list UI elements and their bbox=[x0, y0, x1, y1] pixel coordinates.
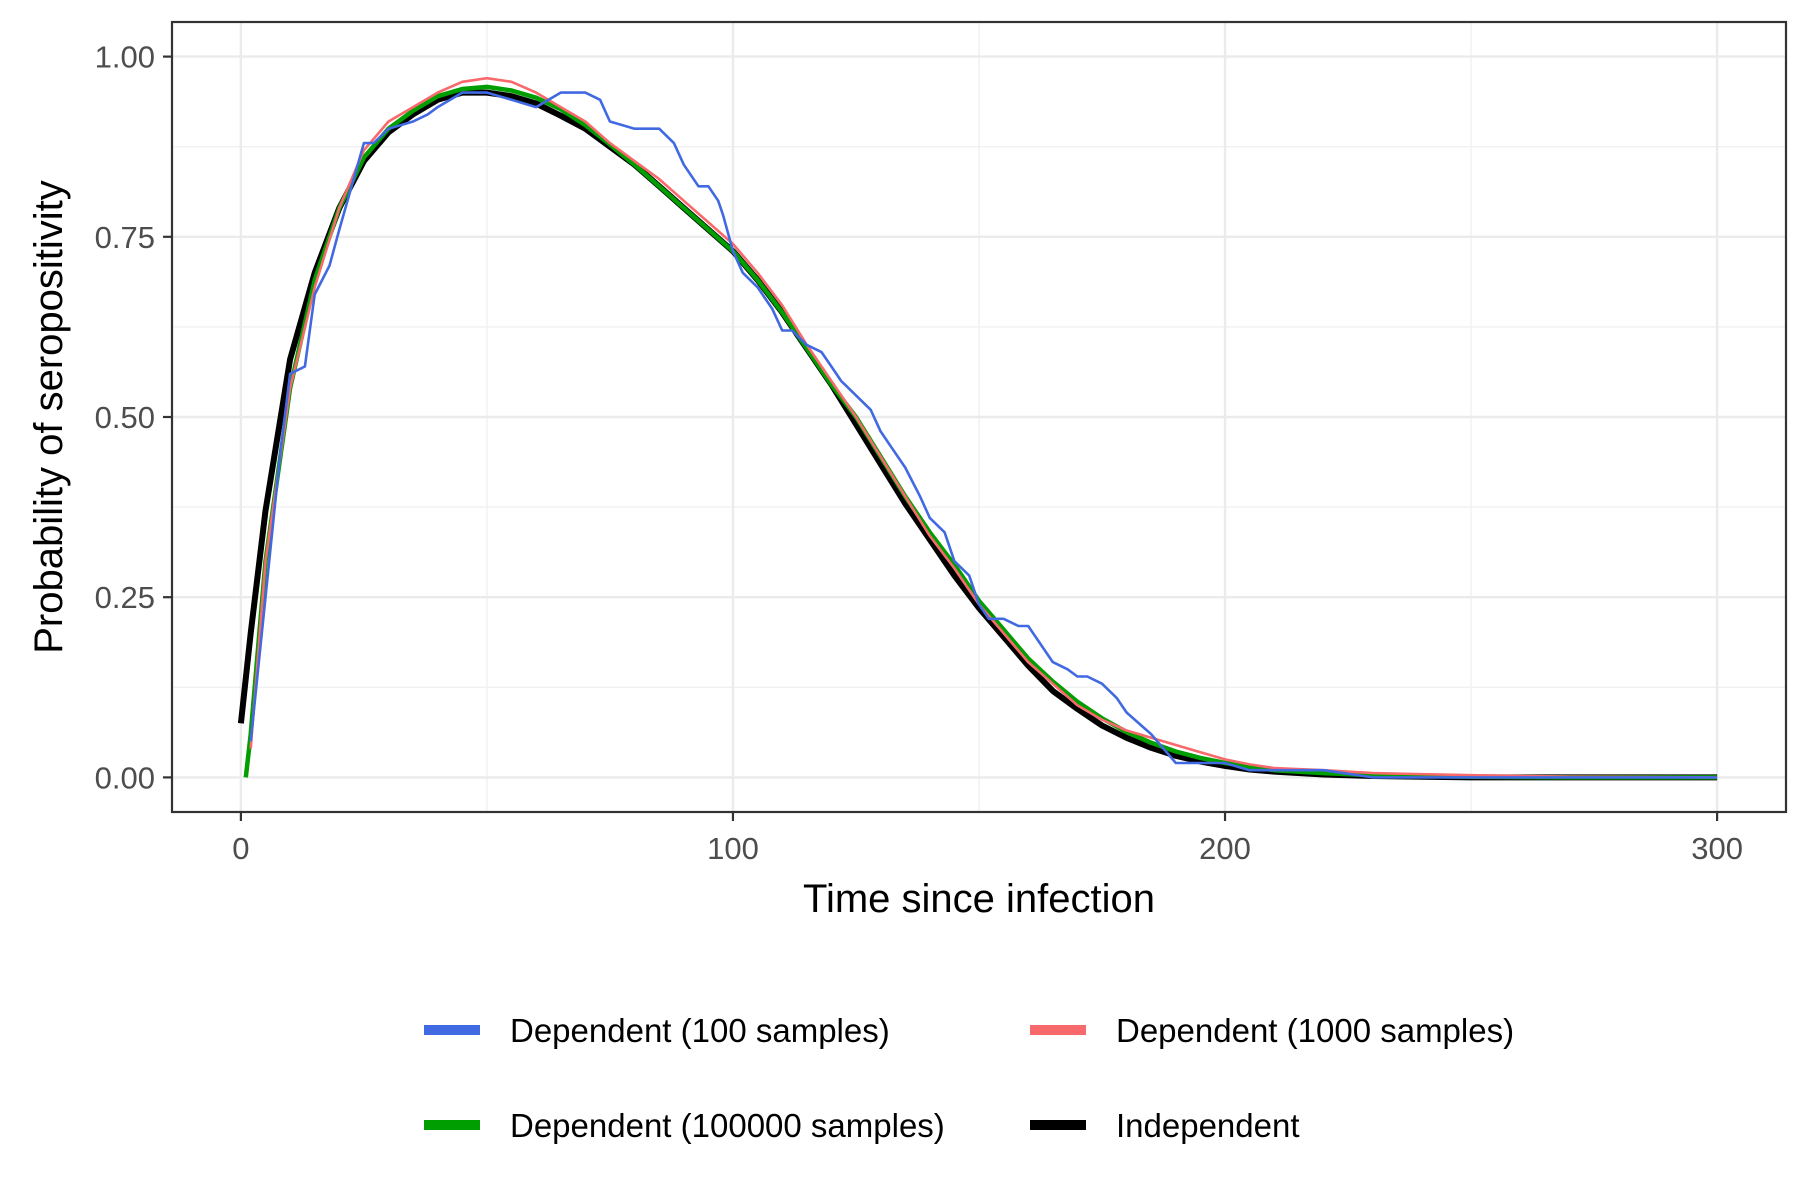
y-tick-label: 0.00 bbox=[95, 760, 155, 795]
y-axis-title: Probability of seropositivity bbox=[27, 180, 71, 654]
series-lines bbox=[237, 76, 1718, 781]
series-line-1 bbox=[249, 91, 1718, 779]
x-tick-label: 300 bbox=[1691, 831, 1743, 866]
legend: Dependent (100 samples) Dependent (1000 s… bbox=[424, 1012, 1514, 1144]
x-tick-label: 0 bbox=[232, 831, 249, 866]
x-tick-label: 100 bbox=[707, 831, 759, 866]
legend-key-3 bbox=[424, 1120, 480, 1130]
legend-key-1 bbox=[424, 1025, 480, 1035]
y-tick-label: 0.25 bbox=[95, 580, 155, 615]
y-tick-label: 1.00 bbox=[95, 40, 155, 75]
legend-label-2: Dependent (1000 samples) bbox=[1116, 1012, 1514, 1049]
y-tick-label: 0.50 bbox=[95, 400, 155, 435]
series-line-2 bbox=[249, 76, 1718, 779]
legend-key-4 bbox=[1030, 1120, 1086, 1130]
x-axis-title: Time since infection bbox=[803, 877, 1155, 921]
series-line-3 bbox=[243, 84, 1718, 780]
legend-key-2 bbox=[1030, 1025, 1086, 1035]
legend-label-1: Dependent (100 samples) bbox=[510, 1012, 890, 1049]
legend-label-3: Dependent (100000 samples) bbox=[510, 1107, 945, 1144]
y-tick-label: 0.75 bbox=[95, 220, 155, 255]
legend-label-4: Independent bbox=[1116, 1107, 1300, 1144]
x-tick-label: 200 bbox=[1199, 831, 1251, 866]
axis-ticks: 0 100 200 300 0.00 0.25 0.50 0.75 1.00 bbox=[95, 40, 1743, 866]
